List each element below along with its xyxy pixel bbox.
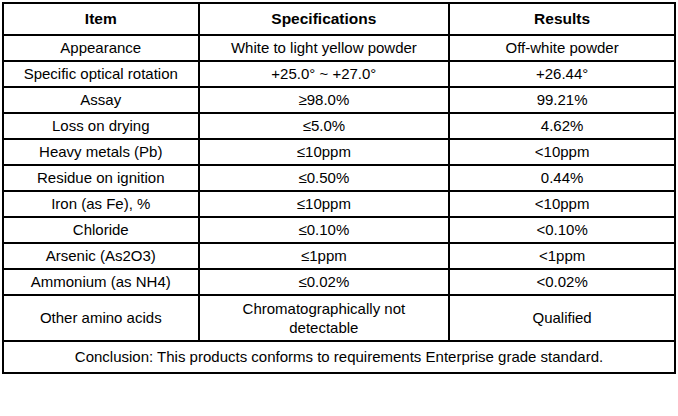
spec-cell: ≤0.10%	[199, 217, 450, 243]
table-row: Assay ≥98.0% 99.21%	[3, 87, 675, 113]
table-row: Loss on drying ≤5.0% 4.62%	[3, 113, 675, 139]
result-cell: 99.21%	[449, 87, 675, 113]
item-cell: Loss on drying	[3, 113, 199, 139]
result-cell: <0.02%	[449, 269, 675, 295]
result-cell: <10ppm	[449, 191, 675, 217]
result-cell: <0.10%	[449, 217, 675, 243]
item-cell: Other amino acids	[3, 295, 199, 341]
table-row: Residue on ignition ≤0.50% 0.44%	[3, 165, 675, 191]
spec-cell-text: Chromatographically not detectable	[224, 299, 424, 338]
result-cell: Qualified	[449, 295, 675, 341]
spec-cell: ≤10ppm	[199, 139, 450, 165]
table-row: Specific optical rotation +25.0° ~ +27.0…	[3, 61, 675, 87]
item-cell: Iron (as Fe), %	[3, 191, 199, 217]
table-row: Other amino acids Chromatographically no…	[3, 295, 675, 341]
spec-cell: ≤10ppm	[199, 191, 450, 217]
item-cell: Appearance	[3, 35, 199, 61]
spec-cell: ≤0.50%	[199, 165, 450, 191]
specifications-table: Item Specifications Results Appearance W…	[2, 2, 676, 374]
spec-cell: ≤0.02%	[199, 269, 450, 295]
result-cell: +26.44°	[449, 61, 675, 87]
spec-cell: +25.0° ~ +27.0°	[199, 61, 450, 87]
column-header-results: Results	[449, 3, 675, 35]
item-cell: Residue on ignition	[3, 165, 199, 191]
item-cell: Ammonium (as NH4)	[3, 269, 199, 295]
spec-cell: ≤5.0%	[199, 113, 450, 139]
column-header-item: Item	[3, 3, 199, 35]
result-cell: 4.62%	[449, 113, 675, 139]
spec-cell: ≥98.0%	[199, 87, 450, 113]
spec-cell: White to light yellow powder	[199, 35, 450, 61]
item-cell: Chloride	[3, 217, 199, 243]
conclusion-row: Conclusion: This products conforms to re…	[3, 341, 675, 373]
item-cell: Heavy metals (Pb)	[3, 139, 199, 165]
conclusion-cell: Conclusion: This products conforms to re…	[3, 341, 675, 373]
item-cell: Assay	[3, 87, 199, 113]
column-header-specifications: Specifications	[199, 3, 450, 35]
table-row: Ammonium (as NH4) ≤0.02% <0.02%	[3, 269, 675, 295]
table-row: Chloride ≤0.10% <0.10%	[3, 217, 675, 243]
item-cell: Specific optical rotation	[3, 61, 199, 87]
result-cell: Off-white powder	[449, 35, 675, 61]
result-cell: <10ppm	[449, 139, 675, 165]
spec-cell: Chromatographically not detectable	[199, 295, 450, 341]
table-header-row: Item Specifications Results	[3, 3, 675, 35]
result-cell: <1ppm	[449, 243, 675, 269]
table-row: Iron (as Fe), % ≤10ppm <10ppm	[3, 191, 675, 217]
table-row: Arsenic (As2O3) ≤1ppm <1ppm	[3, 243, 675, 269]
spec-cell: ≤1ppm	[199, 243, 450, 269]
table-row: Heavy metals (Pb) ≤10ppm <10ppm	[3, 139, 675, 165]
item-cell: Arsenic (As2O3)	[3, 243, 199, 269]
table-row: Appearance White to light yellow powder …	[3, 35, 675, 61]
result-cell: 0.44%	[449, 165, 675, 191]
